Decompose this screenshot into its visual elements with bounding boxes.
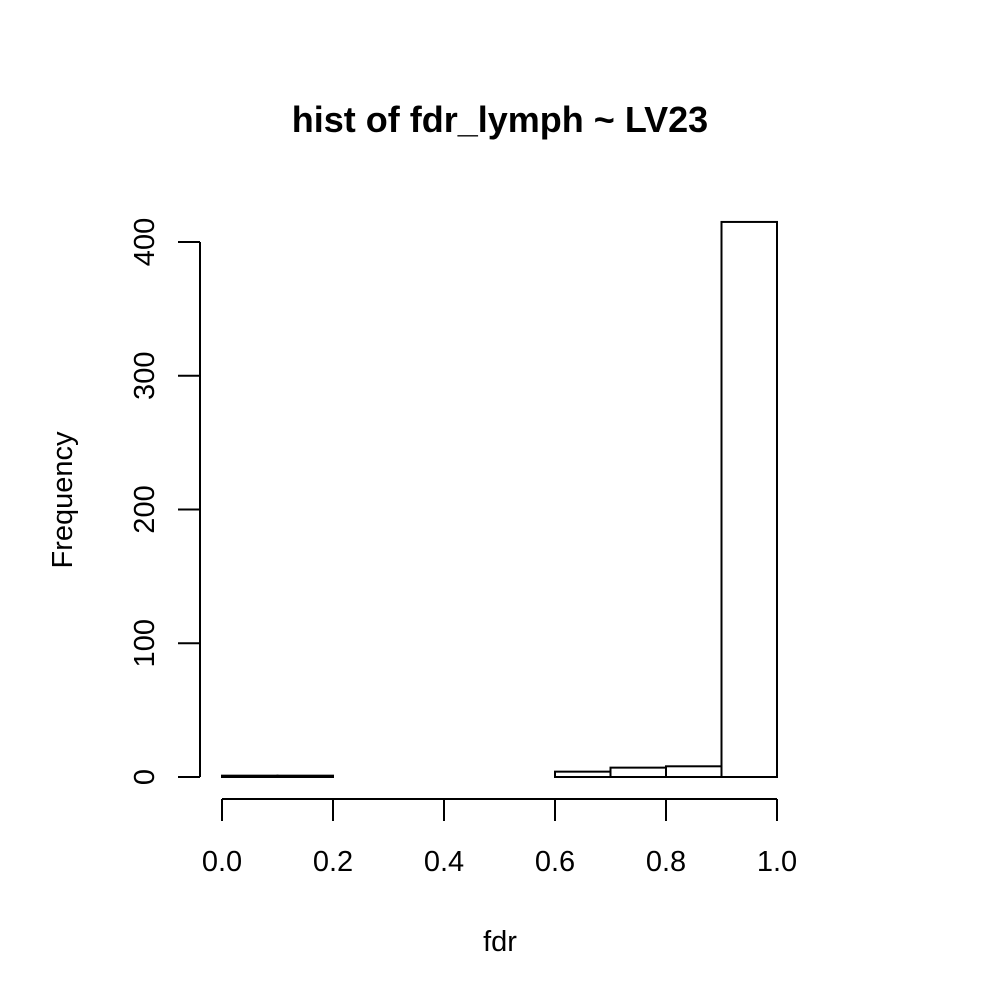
y-tick-label: 200	[129, 485, 161, 533]
x-axis-label: fdr	[483, 926, 517, 958]
y-tick-label: 0	[129, 769, 161, 785]
histogram-bar-6	[554, 770, 612, 779]
histogram-bar-8	[665, 765, 723, 778]
y-axis: 0 100 200 300 400	[129, 218, 201, 785]
x-tick-label: 0.6	[535, 846, 575, 878]
y-tick-label: 100	[129, 619, 161, 667]
histogram-bar-9	[720, 220, 778, 778]
histogram-bar-1	[276, 774, 334, 778]
y-tick-label: 300	[129, 352, 161, 400]
x-tick-label: 0.8	[646, 846, 686, 878]
x-axis: 0.0 0.2 0.4 0.6 0.8 1.0	[202, 798, 797, 878]
x-tick-label: 0.4	[424, 846, 464, 878]
histogram-bar-7	[609, 766, 667, 779]
x-tick-label: 1.0	[757, 846, 797, 878]
x-tick-label: 0.0	[202, 846, 242, 878]
y-axis-label: Frequency	[47, 431, 79, 569]
x-tick-label: 0.2	[313, 846, 353, 878]
bars-group	[221, 220, 778, 779]
histogram-bar-0	[221, 774, 279, 778]
chart-title: hist of fdr_lymph ~ LV23	[292, 99, 708, 140]
y-tick-label: 400	[129, 218, 161, 266]
